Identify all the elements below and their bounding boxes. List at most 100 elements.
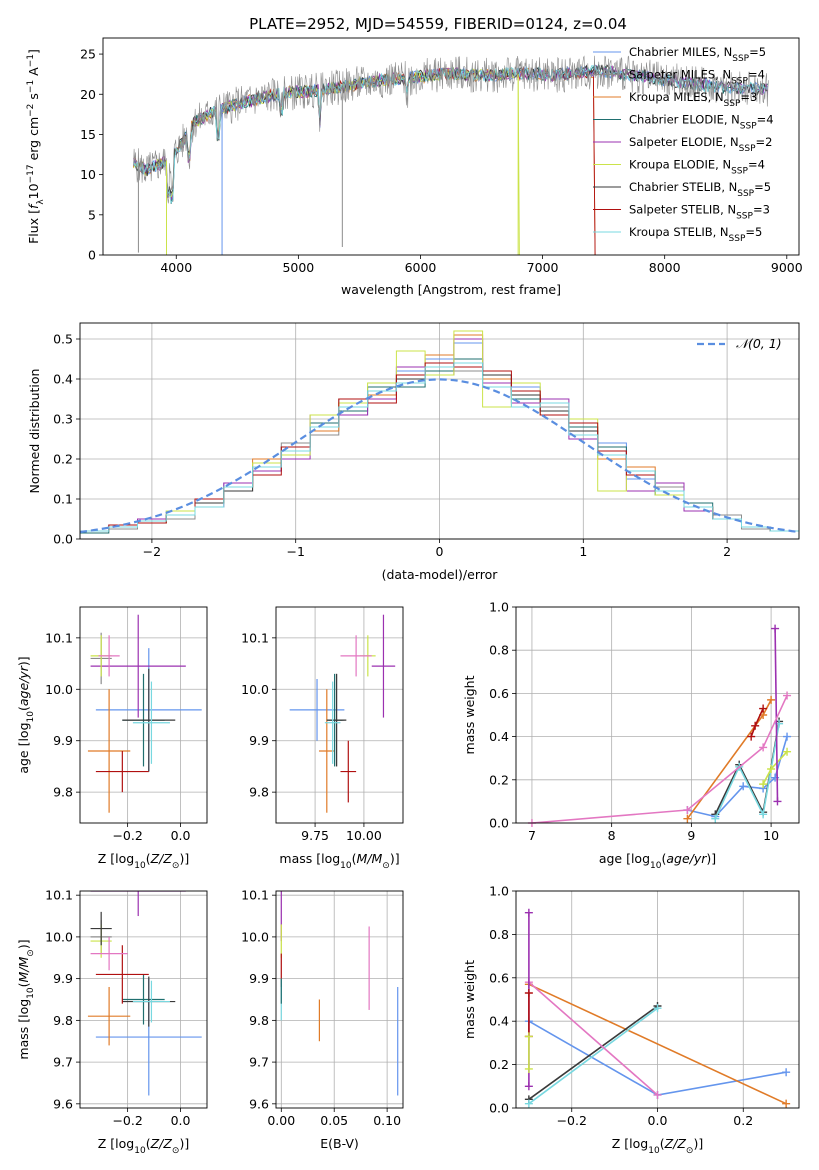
label-part: SSP xyxy=(739,144,756,154)
legend-label: Salpeter MILES, NSSP=4 xyxy=(629,68,765,87)
label-part: Chabrier ELODIE, N xyxy=(629,113,740,127)
label-part: SSP xyxy=(729,234,746,244)
x-tick-label: −0.2 xyxy=(557,1113,587,1128)
mass-weight-marker xyxy=(767,695,776,704)
mass-weight-marker xyxy=(711,814,720,823)
y-tick-label: 10.1 xyxy=(45,630,73,645)
axes-mass_vs_ebv: 0.00 0.05 0.10 9.6 9.7 9.8 9.9 10.0 10.1 E(B-V) xyxy=(241,888,404,1151)
mass-weight-marker xyxy=(747,732,756,741)
y-tick-label: 0.0 xyxy=(489,1101,509,1116)
x-tick-label: 9000 xyxy=(771,260,803,275)
y-tick-label: 0.2 xyxy=(489,1057,509,1072)
y-tick-label: 9.9 xyxy=(53,971,73,986)
y-tick-label: 0.1 xyxy=(53,492,73,507)
y-tick-label: 10.0 xyxy=(45,929,73,944)
legend-label: Chabrier ELODIE, NSSP=4 xyxy=(629,113,774,132)
x-tick-label: 0.0 xyxy=(171,828,191,843)
mass-weight-marker xyxy=(759,810,768,819)
label-part: Kroupa STELIB, N xyxy=(629,225,729,239)
label-part: )] xyxy=(706,851,716,866)
mass-weight-marker xyxy=(683,806,692,815)
mass-weight-line xyxy=(531,695,788,823)
x-tick-label: 10 xyxy=(763,828,779,843)
label-part: 10 xyxy=(26,987,36,999)
legend-label: Chabrier MILES, NSSP=5 xyxy=(629,45,766,64)
x-tick-label: 6000 xyxy=(405,260,437,275)
mass-weight-marker xyxy=(653,1004,662,1013)
label-part: s xyxy=(26,93,41,104)
label-part: 10 xyxy=(340,861,352,871)
x-tick-label: 0.0 xyxy=(171,1113,191,1128)
label-part: A xyxy=(26,67,41,80)
y-tick-label: 25 xyxy=(80,47,96,62)
y-tick-label: 10.1 xyxy=(241,888,269,903)
label-part: SSP xyxy=(731,167,748,177)
axes-frame xyxy=(515,890,800,1109)
x-tick-label: −0.2 xyxy=(112,1113,142,1128)
label-part: Z [log xyxy=(612,1136,648,1151)
axes-age_vs_mass: 9.75 10.00 9.8 9.9 10.0 10.1 mass [log10(M/M⊙)… xyxy=(241,606,404,871)
x-tick-label: 10.00 xyxy=(346,828,382,843)
mass-weight-marker xyxy=(767,765,776,773)
x-tick-label: 4000 xyxy=(160,260,192,275)
label-part: ] xyxy=(26,49,41,54)
y-tick-label: 9.8 xyxy=(249,1013,269,1028)
label-part: Flux [ xyxy=(26,209,41,244)
y-tick-label: 5 xyxy=(88,207,96,222)
axes-frame xyxy=(79,890,208,1109)
label-part: Salpeter ELODIE, N xyxy=(629,135,739,149)
y-tick-label: 0.4 xyxy=(489,1014,509,1029)
label-part: )] xyxy=(179,1136,189,1151)
y-tick-label: 0.2 xyxy=(53,452,73,467)
label-part: )] xyxy=(179,851,189,866)
y-tick-label: 9.8 xyxy=(249,785,269,800)
y-tick-label: 9.7 xyxy=(249,1055,269,1070)
y-tick-label: 0.0 xyxy=(489,816,509,831)
y-tick-label: 1.0 xyxy=(489,600,509,615)
label-part: =4 xyxy=(757,113,774,127)
y-axis-label: mass weight xyxy=(462,960,477,1039)
x-axis-label: Z [log10(Z/Z⊙)] xyxy=(612,1136,703,1156)
y-tick-label: 10.0 xyxy=(241,682,269,697)
legend-label: 𝒩(0, 1) xyxy=(736,336,782,351)
label-part: =5 xyxy=(754,180,771,194)
x-tick-label: 9 xyxy=(687,828,695,843)
label-part: ( xyxy=(352,851,357,866)
label-part: age/yr xyxy=(666,851,707,866)
axes-frame xyxy=(275,890,404,1109)
mass-weight-line xyxy=(528,1007,658,1105)
label-part: =4 xyxy=(748,158,765,172)
x-tick-label: −0.2 xyxy=(112,828,142,843)
x-tick-label: 0.2 xyxy=(733,1113,753,1128)
label-part: Z/Z xyxy=(150,1136,173,1151)
y-tick-label: 10.1 xyxy=(45,888,73,903)
label-part: =2 xyxy=(756,135,773,149)
label-part: ⊙ xyxy=(172,861,180,871)
x-tick-label: 0.0 xyxy=(648,1113,668,1128)
y-tick-label: 0.4 xyxy=(489,729,509,744)
mass-weight-marker xyxy=(783,747,792,756)
legend-label: Kroupa ELODIE, NSSP=4 xyxy=(629,158,765,177)
label-part: 10 xyxy=(26,183,41,199)
mass-weight-line xyxy=(528,981,659,1096)
x-tick-label: 0.00 xyxy=(267,1113,295,1128)
y-tick-label: 0.2 xyxy=(489,772,509,787)
mass-weight-marker xyxy=(759,743,768,752)
y-tick-label: 9.7 xyxy=(53,1055,73,1070)
label-part: SSP xyxy=(724,99,741,109)
y-axis-label: Flux [fλ10−17 erg cm−2 s−1 A−1] xyxy=(26,49,46,244)
axes-spectrum: 4000 5000 6000 7000 8000 9000 0 5 10 15 20 25 Chabri… xyxy=(26,37,803,297)
axes-frame xyxy=(79,322,800,540)
label-part: −2 xyxy=(26,104,36,117)
axes-residual_hist: −2 −1 0 1 2 0.0 0.1 0.2 0.3 0.4 0.5 𝒩(0, 1) (data-mo… xyxy=(27,322,800,582)
label-part: age/yr xyxy=(16,665,31,706)
label-part: −17 xyxy=(26,164,36,183)
mass-weight-marker xyxy=(653,1090,662,1099)
x-axis-label: age [log10(age/yr)] xyxy=(599,851,716,871)
mass-weight-line xyxy=(528,1005,658,1100)
y-tick-label: 0 xyxy=(88,248,96,263)
mass-weight-marker xyxy=(751,721,760,730)
